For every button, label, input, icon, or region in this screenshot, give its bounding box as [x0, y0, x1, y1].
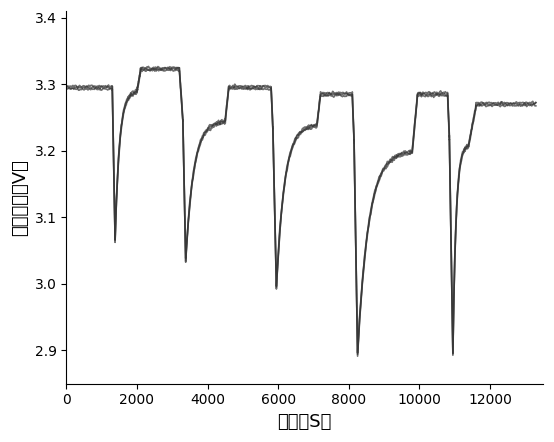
X-axis label: 时间（S）: 时间（S） — [278, 413, 332, 431]
Y-axis label: 单体电压（V）: 单体电压（V） — [11, 159, 29, 236]
